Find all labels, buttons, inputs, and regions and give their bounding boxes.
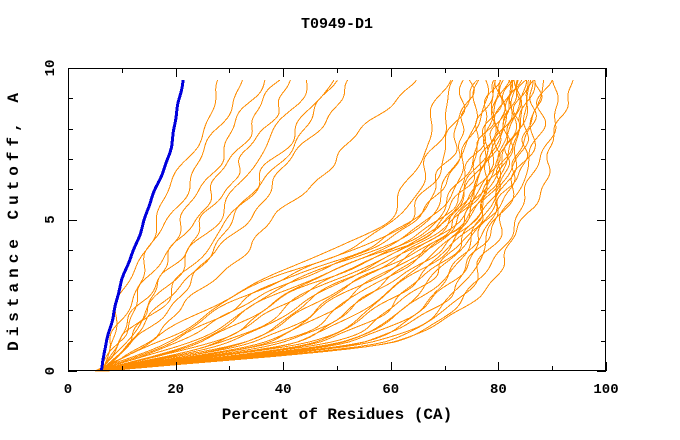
model-curve [101, 79, 243, 372]
model-curve [101, 79, 523, 372]
model-curve [101, 79, 338, 372]
x-tick-100: 100 [593, 382, 618, 398]
model-curve [98, 79, 266, 372]
x-axis-label: Percent of Residues (CA) [222, 406, 452, 424]
model-curves [94, 79, 574, 372]
model-curve [102, 79, 417, 372]
model-curve [96, 79, 478, 372]
model-curve [95, 79, 475, 372]
plot-frame [68, 68, 606, 371]
model-curve [103, 79, 532, 372]
model-curve [97, 79, 497, 372]
model-curve [106, 79, 553, 372]
x-tick-80: 80 [490, 382, 507, 398]
model-curve [99, 79, 506, 372]
model-curve [98, 80, 503, 372]
y-axis-label: Distance Cutoff, A [5, 88, 23, 351]
model-curve [101, 79, 335, 372]
y-tick-10: 10 [43, 60, 59, 77]
x-tick-20: 20 [167, 382, 184, 398]
model-curve [97, 79, 495, 372]
highlighted-model-curve [99, 79, 185, 372]
model-curve [104, 79, 534, 372]
model-curve [102, 80, 522, 372]
x-tick-0: 0 [64, 382, 72, 398]
model-curve [99, 79, 513, 372]
model-curve [98, 79, 511, 372]
model-curve [99, 79, 291, 372]
y-tick-0: 0 [43, 367, 59, 375]
chart-title: T0949-D1 [301, 16, 373, 33]
model-curve [96, 79, 480, 372]
model-curve [94, 79, 452, 372]
model-curve [100, 80, 308, 372]
y-tick-5: 5 [43, 215, 59, 223]
model-curve [102, 79, 349, 372]
model-curve [95, 79, 454, 372]
x-tick-60: 60 [382, 382, 399, 398]
model-curve [97, 79, 502, 372]
model-curve [106, 80, 559, 372]
x-tick-40: 40 [275, 382, 292, 398]
model-curve [105, 80, 537, 372]
model-curve [99, 79, 281, 372]
model-curve [105, 80, 543, 372]
model-curve [101, 79, 219, 372]
model-curve [95, 79, 466, 372]
axis-ticks [68, 68, 607, 372]
model-curve [96, 79, 489, 372]
model-curve [103, 80, 536, 372]
model-curve [106, 79, 574, 372]
